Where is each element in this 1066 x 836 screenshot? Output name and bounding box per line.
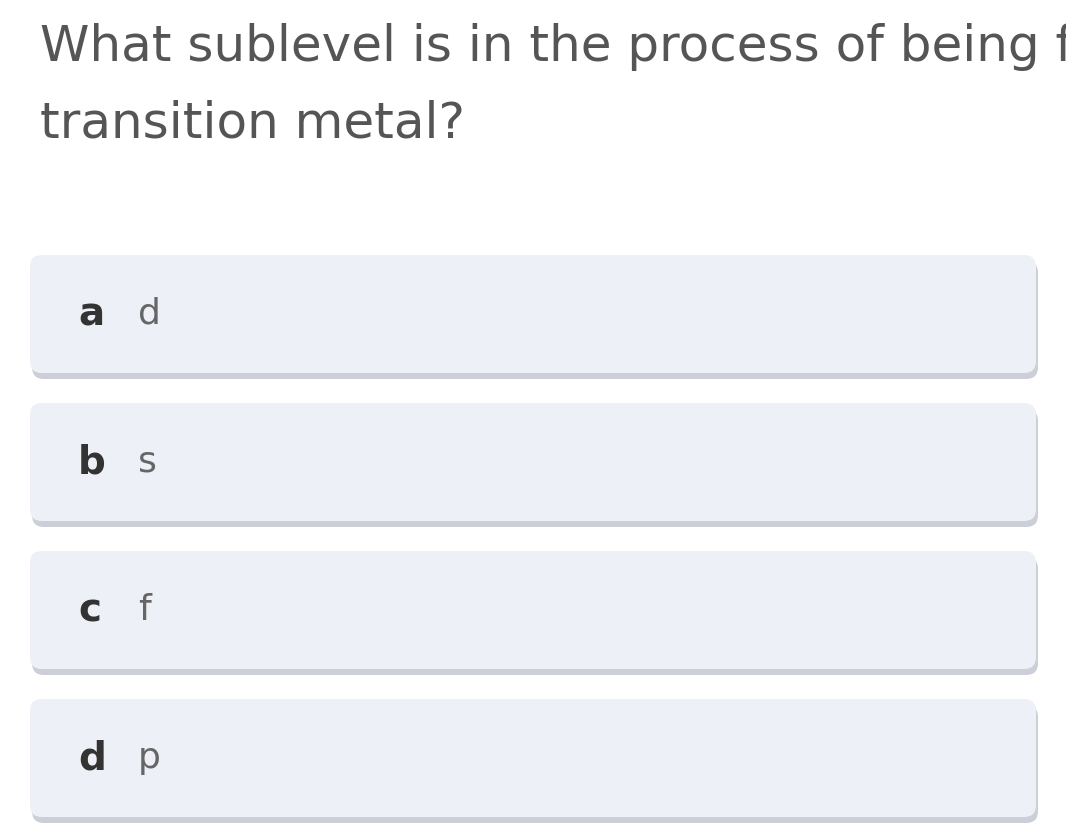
FancyBboxPatch shape	[30, 403, 1036, 521]
Text: p: p	[138, 741, 161, 775]
FancyBboxPatch shape	[30, 255, 1036, 373]
FancyBboxPatch shape	[32, 557, 1038, 675]
Text: transition metal?: transition metal?	[41, 100, 465, 148]
Text: d: d	[78, 739, 106, 777]
FancyBboxPatch shape	[32, 409, 1038, 527]
FancyBboxPatch shape	[32, 261, 1038, 379]
FancyBboxPatch shape	[30, 699, 1036, 817]
FancyBboxPatch shape	[30, 551, 1036, 669]
Text: a: a	[78, 295, 104, 333]
Text: What sublevel is in the process of being filled for a: What sublevel is in the process of being…	[41, 23, 1066, 71]
Text: b: b	[78, 443, 106, 481]
Text: c: c	[78, 591, 101, 629]
FancyBboxPatch shape	[32, 705, 1038, 823]
Text: s: s	[138, 445, 157, 479]
Text: f: f	[138, 593, 150, 627]
Text: d: d	[138, 297, 161, 331]
